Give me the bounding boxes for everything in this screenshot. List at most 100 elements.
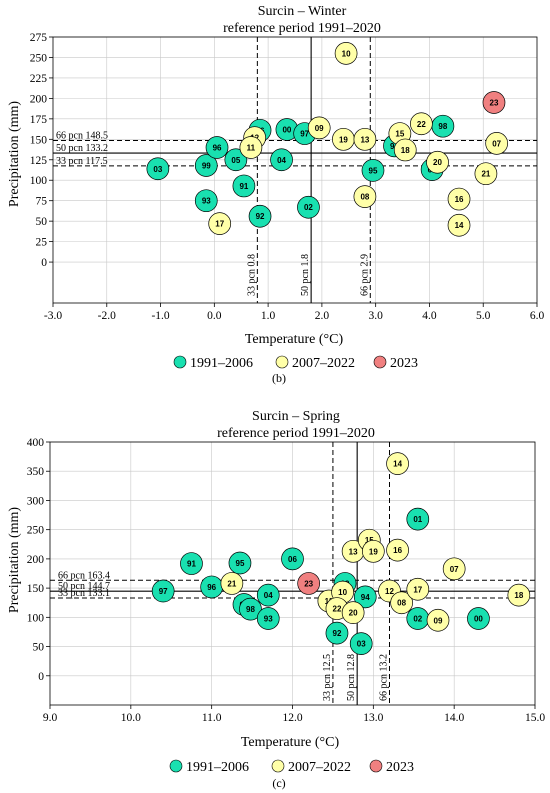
x-tick-label: 3.0 <box>368 310 383 322</box>
x-tick-label: 13.0 <box>363 712 383 724</box>
legend: 1991–2006 2007–2022 2023 <box>169 759 414 775</box>
data-point-99: 99 <box>194 154 218 177</box>
x-tick-label: -1.0 <box>151 310 169 322</box>
y-tick-label: 50 <box>36 216 48 228</box>
x-tick-label: 11.0 <box>202 712 222 724</box>
data-point-08: 08 <box>353 185 377 208</box>
winter-chart: Surcin – Winter reference period 1991–20… <box>7 4 544 385</box>
data-point-marker <box>281 547 304 571</box>
data-point-marker <box>239 597 262 621</box>
x-tick-label: 1.0 <box>261 310 276 322</box>
data-point-label: 16 <box>455 195 464 204</box>
data-point-marker <box>386 452 409 475</box>
data-point-label: 93 <box>202 197 211 206</box>
data-point-16: 16 <box>386 538 409 562</box>
data-point-18: 18 <box>507 583 531 607</box>
data-point-label: 23 <box>490 98 499 107</box>
data-point-label: 00 <box>282 125 291 134</box>
data-point-21: 21 <box>220 572 244 595</box>
data-point-label: 96 <box>213 143 222 152</box>
data-point-label: 95 <box>236 559 245 568</box>
data-point-label: 13 <box>360 135 369 144</box>
data-point-21: 21 <box>474 162 498 186</box>
data-point-label: 08 <box>397 599 406 608</box>
x-tick-label: 4.0 <box>422 310 437 322</box>
spring-chart: Surcin – Spring reference period 1991–20… <box>7 409 545 790</box>
data-point-marker <box>256 583 280 607</box>
data-point-marker <box>248 204 272 228</box>
data-point-label: 20 <box>433 158 442 167</box>
y-tick-label: 0 <box>38 671 44 683</box>
data-point-label: 15 <box>395 130 404 139</box>
y-tick-label: 0 <box>41 257 47 269</box>
y-tick-label: 300 <box>27 495 45 507</box>
data-point-label: 13 <box>349 547 358 556</box>
data-point-07: 07 <box>485 132 509 155</box>
data-point-98: 98 <box>431 114 455 138</box>
data-point-19: 19 <box>361 539 385 563</box>
data-point-label: 92 <box>333 629 342 638</box>
data-point-marker <box>353 185 377 208</box>
y-tick-label: 250 <box>27 525 45 537</box>
y-tick-label: 100 <box>27 612 45 624</box>
data-point-label: 03 <box>357 640 366 649</box>
data-point-96: 96 <box>200 575 224 599</box>
data-point-marker <box>353 585 377 609</box>
data-point-label: 03 <box>153 165 162 174</box>
data-point-label: 21 <box>227 579 236 588</box>
data-point-label: 05 <box>231 156 240 165</box>
data-point-13: 13 <box>353 127 377 151</box>
data-point-22: 22 <box>410 112 433 136</box>
data-point-marker <box>270 148 293 172</box>
percentile-label-precip: 66 pcn 163.4 <box>58 570 110 581</box>
data-point-label: 02 <box>413 615 422 624</box>
x-axis-title: Temperature (°C) <box>241 735 340 750</box>
y-tick-label: 150 <box>30 134 48 146</box>
data-point-marker <box>341 601 365 625</box>
data-point-label: 06 <box>288 555 297 564</box>
data-point-label: 12 <box>385 587 394 596</box>
data-point-marker <box>426 608 450 632</box>
x-tick-label: -2.0 <box>98 310 116 322</box>
percentile-label-precip: 66 pcn 148.5 <box>56 131 108 142</box>
data-point-marker <box>228 551 252 575</box>
data-point-label: 97 <box>159 587 168 596</box>
data-point-03: 03 <box>146 157 170 181</box>
data-point-label: 17 <box>215 220 224 229</box>
data-point-marker <box>334 42 358 65</box>
data-point-marker <box>194 189 218 213</box>
data-point-93: 93 <box>256 607 280 630</box>
data-point-marker <box>447 213 471 237</box>
percentile-label-temp: 50 pcn 1.8 <box>300 254 311 296</box>
data-point-label: 07 <box>450 565 459 574</box>
data-point-label: 99 <box>202 161 211 170</box>
data-point-14: 14 <box>386 452 409 475</box>
data-point-label: 98 <box>438 122 447 131</box>
data-point-05: 05 <box>224 148 248 172</box>
data-point-label: 22 <box>417 120 426 129</box>
plot-frame <box>52 36 538 304</box>
y-tick-label: 100 <box>30 175 48 187</box>
x-tick-label: 10.0 <box>121 712 141 724</box>
x-tick-label: 6.0 <box>530 310 545 322</box>
data-point-09: 09 <box>307 116 331 140</box>
data-point-02: 02 <box>297 195 320 219</box>
data-point-94: 94 <box>353 585 377 609</box>
data-point-04: 04 <box>256 583 280 607</box>
data-point-label: 20 <box>349 609 358 618</box>
data-point-label: 98 <box>246 605 255 614</box>
data-point-label: 01 <box>413 515 422 524</box>
data-point-marker <box>410 112 433 136</box>
x-axis-title: Temperature (°C) <box>245 332 344 347</box>
y-axis-title: Precipitation (mm) <box>7 507 22 613</box>
chart-title: Surcin – Spring <box>252 409 340 424</box>
y-tick-label: 400 <box>27 437 45 449</box>
data-point-marker <box>485 132 509 155</box>
y-tick-label: 275 <box>30 32 48 44</box>
data-point-label: 23 <box>304 579 313 588</box>
data-point-marker <box>205 136 229 159</box>
data-point-marker <box>194 154 218 177</box>
percentile-label-temp: 66 pcn 2.9 <box>359 254 370 296</box>
data-point-marker <box>220 572 244 595</box>
